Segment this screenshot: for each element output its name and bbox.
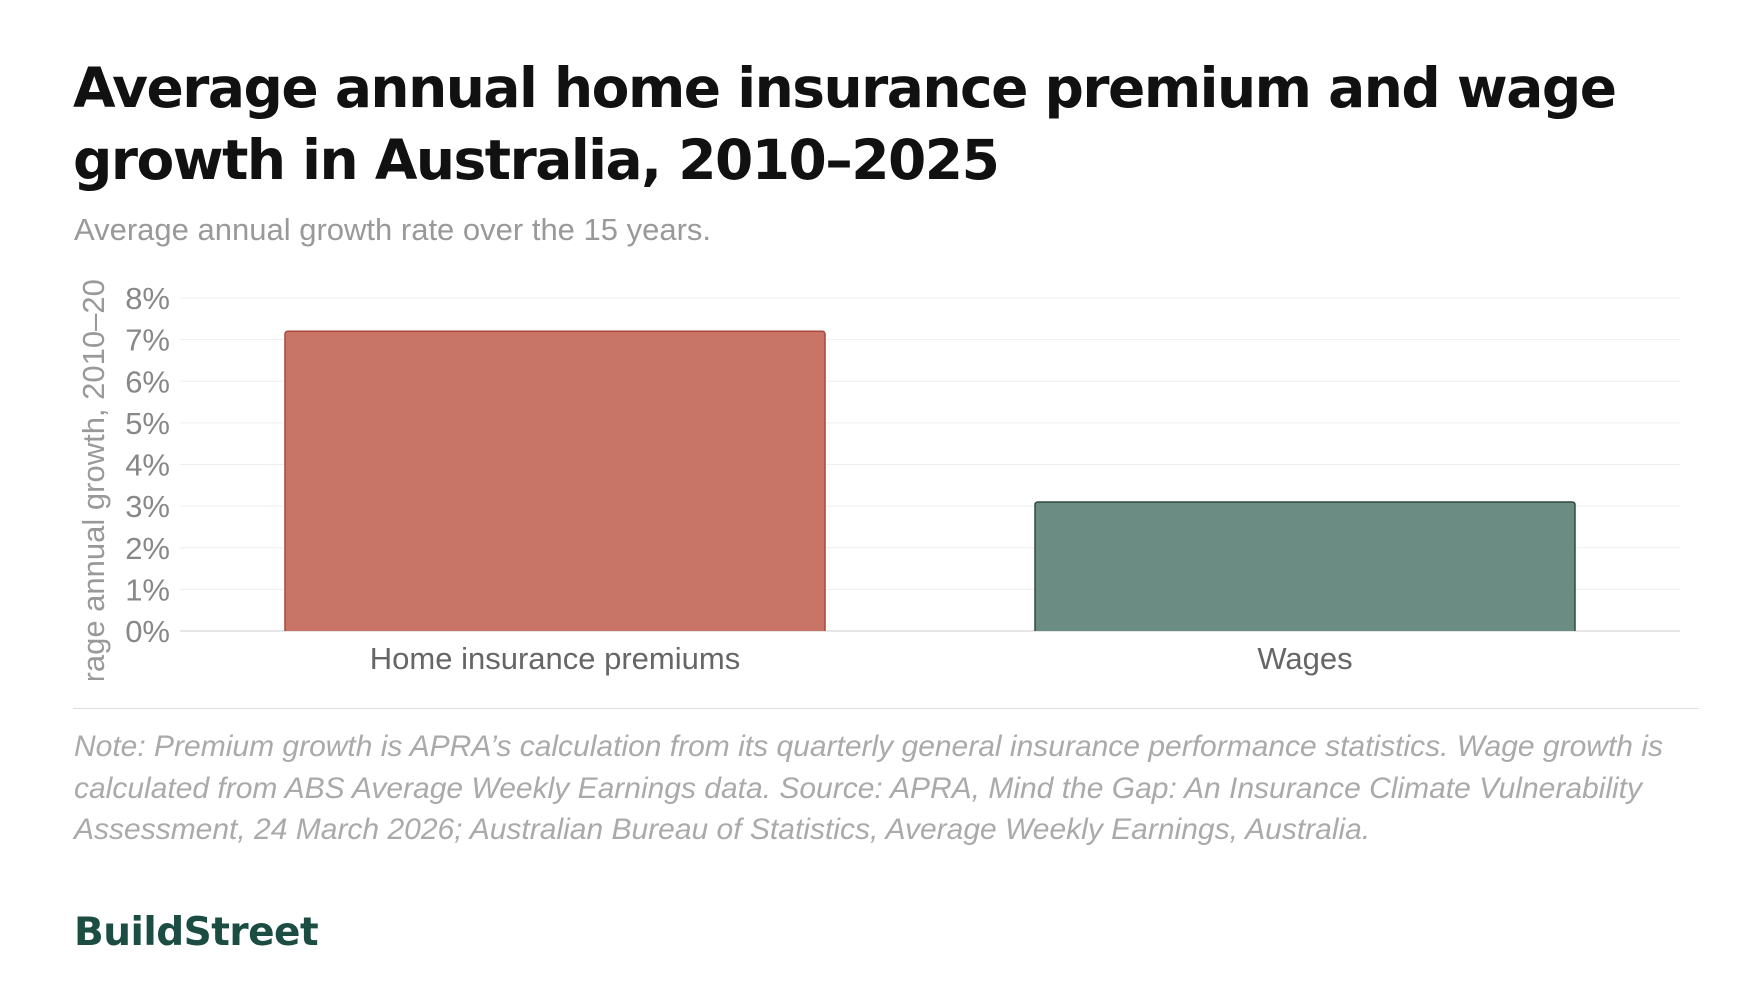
x-axis-ticks: Home insurance premiums Wages [370,641,1353,676]
bars [284,330,1576,631]
chart-subtitle: Average annual growth rate over the 15 y… [74,212,712,247]
y-tick-label: 3% [125,489,170,524]
y-tick-label: 8% [125,281,170,316]
y-tick-label: 1% [125,572,170,607]
y-tick-label: 2% [125,531,170,566]
source-note: Note: Premium growth is APRA’s calculati… [74,730,1663,846]
y-tick-label: 5% [125,406,170,441]
bar-home-insurance-premiums [284,330,826,631]
bar-wages [1034,501,1576,631]
y-axis-label: Average annual growth, 2010–2025 [76,260,111,700]
y-tick-label: 7% [125,323,170,358]
bar-chart: 0% 1% 2% 3% 4% 5% 6% 7% 8% Home insurance premiu… [76,260,1680,700]
footer-divider [73,708,1699,709]
x-tick-label: Wages [1257,641,1352,676]
x-tick-label: Home insurance premiums [370,641,740,676]
y-tick-label: 4% [125,448,170,483]
y-tick-label: 0% [125,614,170,649]
y-axis-ticks: 0% 1% 2% 3% 4% 5% 6% 7% 8% [125,281,170,649]
y-tick-label: 6% [125,364,170,399]
chart-title: Average annual home insurance premium an… [73,56,1617,192]
buildstreet-logo: BuildStreet [74,910,319,955]
